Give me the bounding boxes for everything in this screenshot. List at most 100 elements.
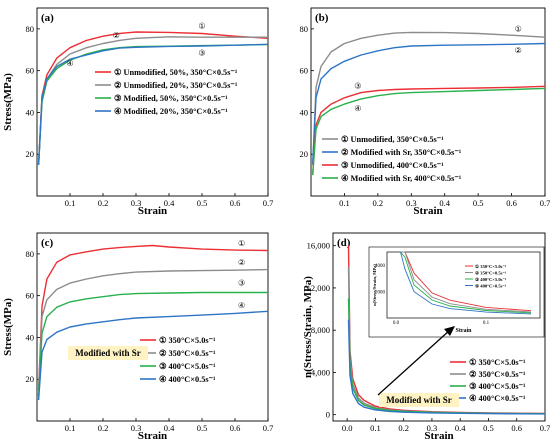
y-tick-label: 20 (300, 149, 309, 159)
series-line (39, 293, 268, 396)
legend-label: ② Modified with Sr, 350°C×0.5s⁻¹ (341, 148, 462, 157)
y-tick-label: 80 (26, 249, 35, 259)
inset-arrow (378, 330, 450, 395)
x-axis-label: Strain (413, 205, 442, 217)
legend-label: ④ 400°C×0.5s⁻¹ (159, 375, 216, 384)
x-tick-label: 0.5 (483, 423, 494, 433)
series-marker: ④ (354, 104, 361, 113)
y-tick-label: 20 (26, 149, 35, 159)
legend: ① 350°C×5.0s⁻¹ ② 350°C×0.5s⁻¹ ③ 400°C×5.0s… (140, 336, 216, 384)
annotation-text: Modified with Sr (75, 348, 141, 358)
legend-label: ③ Unmodified, 400°C×0.5s⁻¹ (341, 161, 444, 170)
x-tick-label: 0.7 (263, 198, 274, 208)
y-axis-label: Stress(MPa) (2, 298, 14, 356)
x-tick-label: 0.7 (540, 423, 550, 433)
y-tick-label: 40 (26, 332, 35, 342)
legend-label: ③ Modified, 50%, 350°C×0.5s⁻¹ (114, 94, 228, 103)
series-marker: ② (238, 258, 245, 267)
legend-label: ② 350°C×0.5s⁻¹ (469, 370, 526, 379)
x-axis-label: Strain (138, 205, 167, 217)
y-tick-label: 60 (26, 66, 35, 76)
x-tick-label: 0.7 (540, 198, 550, 208)
y-tick-label: 40 (26, 107, 35, 117)
legend-label: ③ 400°C×5.0s⁻¹ (159, 362, 216, 371)
legend-label: ④ 400°C×0.5s⁻¹ (469, 394, 526, 403)
series-marker: ① (198, 21, 205, 30)
inset-x-tick-label: 0.1 (483, 321, 490, 326)
x-tick-label: 0.1 (370, 423, 381, 433)
legend: ① Unmodified, 50%, 350°C×0.5s⁻¹ ② Unmodif… (95, 68, 238, 116)
x-tick-label: 0.4 (455, 423, 466, 433)
legend: ① Unmodified, 350°C×0.5s⁻¹ ② Modified wit… (322, 135, 462, 183)
y-tick-label: 80 (26, 24, 35, 34)
y-axis-label: n(Stress/Strain, MPa) (302, 276, 314, 378)
x-tick-label: 0.6 (506, 198, 517, 208)
inset-x-tick-label: 0.0 (393, 321, 400, 326)
series-marker: ② (113, 31, 120, 40)
x-tick-label: 0.0 (342, 423, 353, 433)
legend-label: ① Unmodified, 50%, 350°C×0.5s⁻¹ (114, 68, 238, 77)
annotation-text: Modified with Sr (386, 395, 452, 405)
panel-label: (a) (41, 12, 54, 24)
inset-legend-label: ① 350°C×5.0s⁻¹ (475, 264, 507, 269)
legend-label: ① Unmodified, 350°C×0.5s⁻¹ (341, 135, 444, 144)
inset-legend-label: ② 350°C×0.5s⁻¹ (475, 271, 507, 276)
legend-label: ① 350°C×5.0s⁻¹ (159, 336, 216, 345)
x-tick-label: 0.1 (65, 423, 76, 433)
x-tick-label: 0.2 (398, 423, 409, 433)
legend: ① 350°C×5.0s⁻¹ ② 350°C×0.5s⁻¹ ③ 400°C×5.0s… (450, 358, 526, 403)
series-marker: ② (515, 46, 522, 55)
x-tick-label: 0.2 (98, 423, 109, 433)
inset-y-label: n(Stress/Strain, MPa) (372, 264, 377, 306)
series-marker: ③ (238, 279, 245, 288)
series-marker: ① (515, 25, 522, 34)
y-tick-label: 16,000 (307, 241, 330, 251)
series-line (313, 32, 545, 164)
series-line (39, 270, 268, 390)
x-tick-label: 0.1 (65, 198, 76, 208)
series-marker: ④ (238, 301, 245, 310)
series-group: ① ② ③ ④ (39, 239, 268, 400)
y-axis-label: Stress(MPa) (2, 73, 14, 131)
x-axis-label: Strain (138, 430, 167, 442)
panel-label: (b) (315, 12, 329, 24)
x-tick-label: 0.6 (511, 423, 522, 433)
x-tick-label: 0.1 (339, 198, 350, 208)
y-tick-label: 20 (26, 374, 35, 384)
x-axis-label: Strain (424, 430, 453, 442)
inset-x-label: Strain (455, 328, 472, 334)
legend-label: ③ 400°C×5.0s⁻¹ (469, 382, 526, 391)
y-tick-label: 60 (300, 66, 309, 76)
x-tick-label: 0.5 (197, 198, 208, 208)
x-tick-label: 0.5 (197, 423, 208, 433)
x-tick-label: 0.5 (473, 198, 484, 208)
legend-label: ② 350°C×0.5s⁻¹ (159, 349, 216, 358)
series-marker: ③ (354, 82, 361, 91)
panel-label: (c) (41, 237, 54, 249)
legend-label: ② Unmodified, 20%, 350°C×0.5s⁻¹ (114, 81, 238, 90)
x-tick-label: 0.6 (230, 423, 241, 433)
y-tick-label: 0 (326, 410, 330, 420)
x-tick-label: 0.7 (263, 423, 274, 433)
y-tick-label: 60 (26, 291, 35, 301)
inset-legend-label: ③ 400°C×5.0s⁻¹ (475, 277, 507, 282)
series-line (313, 44, 545, 165)
y-tick-label: 40 (300, 107, 309, 117)
x-tick-label: 0.2 (373, 198, 384, 208)
x-tick-label: 0.2 (98, 198, 109, 208)
legend-label: ④ Modified with Sr, 400°C×0.5s⁻¹ (341, 174, 462, 183)
legend-label: ④ Modified, 20%, 350°C×0.5s⁻¹ (114, 107, 228, 116)
series-marker: ③ (198, 49, 205, 58)
series-marker: ① (238, 239, 245, 248)
inset-legend-label: ④ 400°C×0.5s⁻¹ (475, 284, 507, 289)
x-tick-label: 0.6 (230, 198, 241, 208)
y-tick-label: 80 (300, 24, 309, 34)
legend-label: ① 350°C×5.0s⁻¹ (469, 358, 526, 367)
